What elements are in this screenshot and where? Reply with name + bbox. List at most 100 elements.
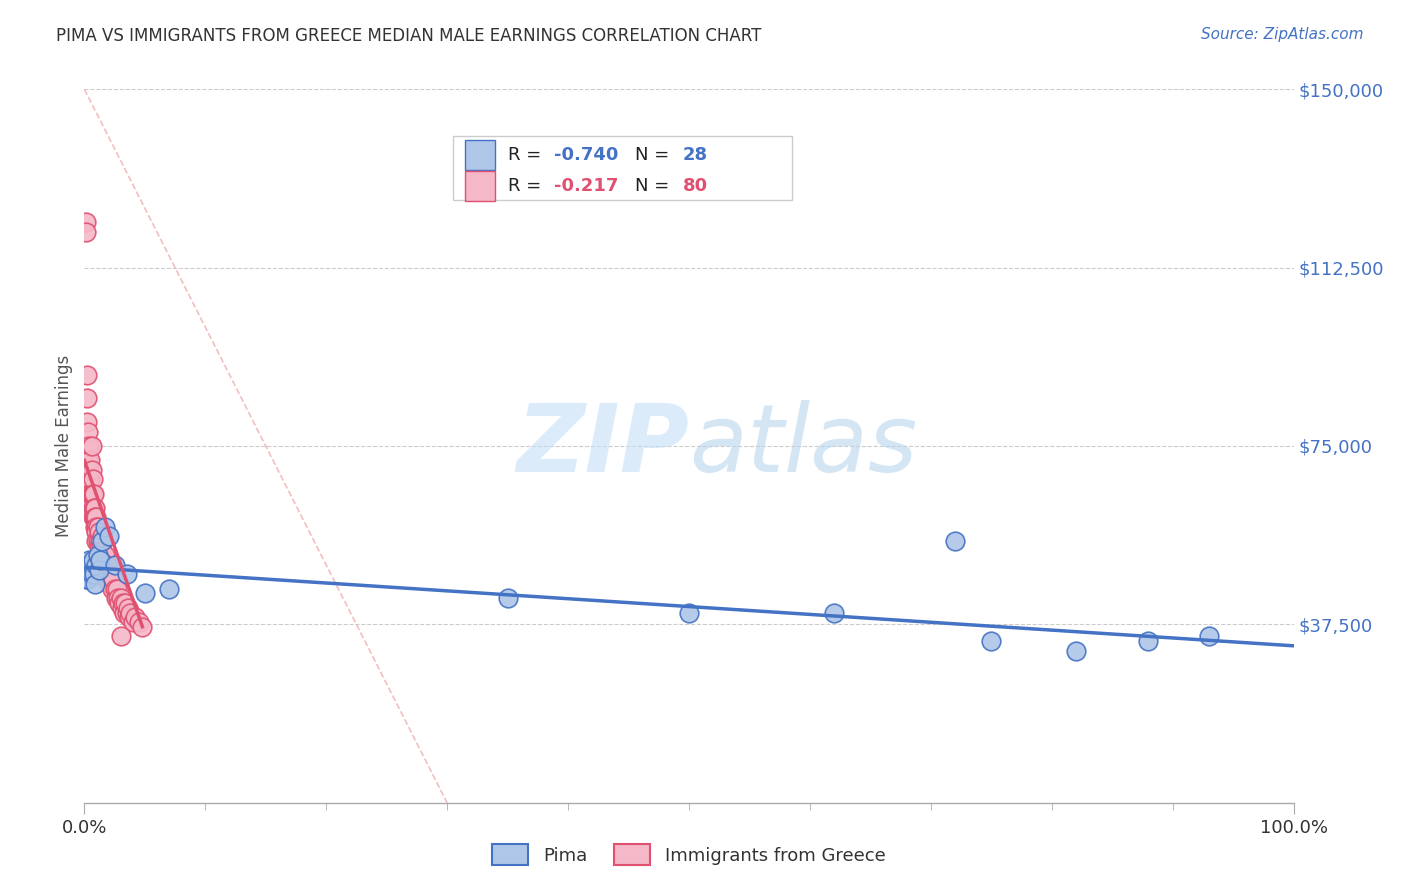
Point: [84, 500, 107, 515]
Point: [87, 524, 110, 539]
Point: [77, 472, 100, 486]
Point: [86, 520, 108, 534]
FancyBboxPatch shape: [453, 136, 792, 200]
Point: [134, 586, 156, 600]
Point: [84, 520, 107, 534]
Point: [131, 620, 153, 634]
Point: [84, 510, 107, 524]
Point: [77, 463, 100, 477]
Text: R =: R =: [508, 146, 547, 164]
Point: [943, 534, 966, 549]
Text: 80: 80: [683, 177, 709, 194]
Point: [87, 539, 110, 553]
Point: [980, 634, 1002, 648]
Y-axis label: Median Male Earnings: Median Male Earnings: [55, 355, 73, 537]
Point: [117, 600, 139, 615]
Point: [75, 439, 97, 453]
Point: [90, 539, 112, 553]
Point: [79, 500, 101, 515]
Point: [1198, 629, 1220, 643]
Point: [111, 600, 134, 615]
Text: N =: N =: [634, 177, 675, 194]
Point: [80, 463, 103, 477]
Point: [128, 615, 150, 629]
Point: [120, 606, 142, 620]
Text: -0.217: -0.217: [554, 177, 617, 194]
Point: [97, 529, 120, 543]
Point: [89, 553, 111, 567]
Point: [94, 558, 117, 572]
Point: [1064, 643, 1087, 657]
Point: [91, 543, 114, 558]
Point: [79, 472, 101, 486]
Point: [86, 534, 108, 549]
Point: [1137, 634, 1160, 648]
Point: [77, 486, 100, 500]
Point: [77, 572, 100, 586]
Point: [94, 520, 117, 534]
Text: N =: N =: [634, 146, 675, 164]
Point: [79, 558, 101, 572]
Point: [91, 529, 114, 543]
Point: [77, 425, 100, 439]
Point: [86, 549, 108, 563]
Point: [75, 572, 97, 586]
Point: [86, 524, 108, 539]
Point: [86, 520, 108, 534]
Text: ZIP: ZIP: [516, 400, 689, 492]
Point: [76, 563, 98, 577]
Point: [100, 572, 122, 586]
Point: [80, 567, 103, 582]
Point: [79, 486, 101, 500]
Point: [83, 510, 105, 524]
Point: [112, 596, 135, 610]
Point: [89, 549, 111, 563]
Point: [83, 567, 105, 582]
Point: [93, 563, 115, 577]
Point: [91, 534, 114, 549]
Point: [77, 463, 100, 477]
Point: [87, 563, 110, 577]
Point: [76, 368, 98, 382]
Point: [86, 510, 108, 524]
Point: [112, 606, 135, 620]
Point: [101, 582, 124, 596]
Point: [77, 453, 100, 467]
Legend: Pima, Immigrants from Greece: Pima, Immigrants from Greece: [485, 837, 893, 872]
Point: [114, 596, 136, 610]
Point: [82, 472, 104, 486]
Point: [115, 567, 138, 582]
Point: [86, 558, 108, 572]
Point: [121, 615, 143, 629]
Point: [76, 439, 98, 453]
Point: [77, 472, 100, 486]
Point: [80, 439, 103, 453]
Point: [86, 534, 108, 549]
Point: [157, 582, 180, 596]
Point: [83, 486, 105, 500]
Point: [103, 572, 125, 586]
Bar: [465, 140, 495, 169]
Point: [82, 500, 104, 515]
Point: [90, 553, 112, 567]
Text: atlas: atlas: [689, 401, 917, 491]
Point: [77, 439, 100, 453]
Point: [93, 549, 115, 563]
Point: [98, 577, 121, 591]
Point: [77, 553, 100, 567]
Text: R =: R =: [508, 177, 547, 194]
Point: [75, 215, 97, 229]
Point: [89, 534, 111, 549]
Point: [75, 225, 97, 239]
Point: [823, 606, 845, 620]
Point: [678, 606, 700, 620]
Point: [115, 606, 138, 620]
Point: [124, 610, 146, 624]
Text: 28: 28: [683, 146, 709, 164]
Point: [76, 392, 98, 406]
Point: [79, 453, 101, 467]
Point: [84, 577, 107, 591]
Point: [94, 563, 117, 577]
Point: [105, 582, 128, 596]
Point: [75, 486, 97, 500]
